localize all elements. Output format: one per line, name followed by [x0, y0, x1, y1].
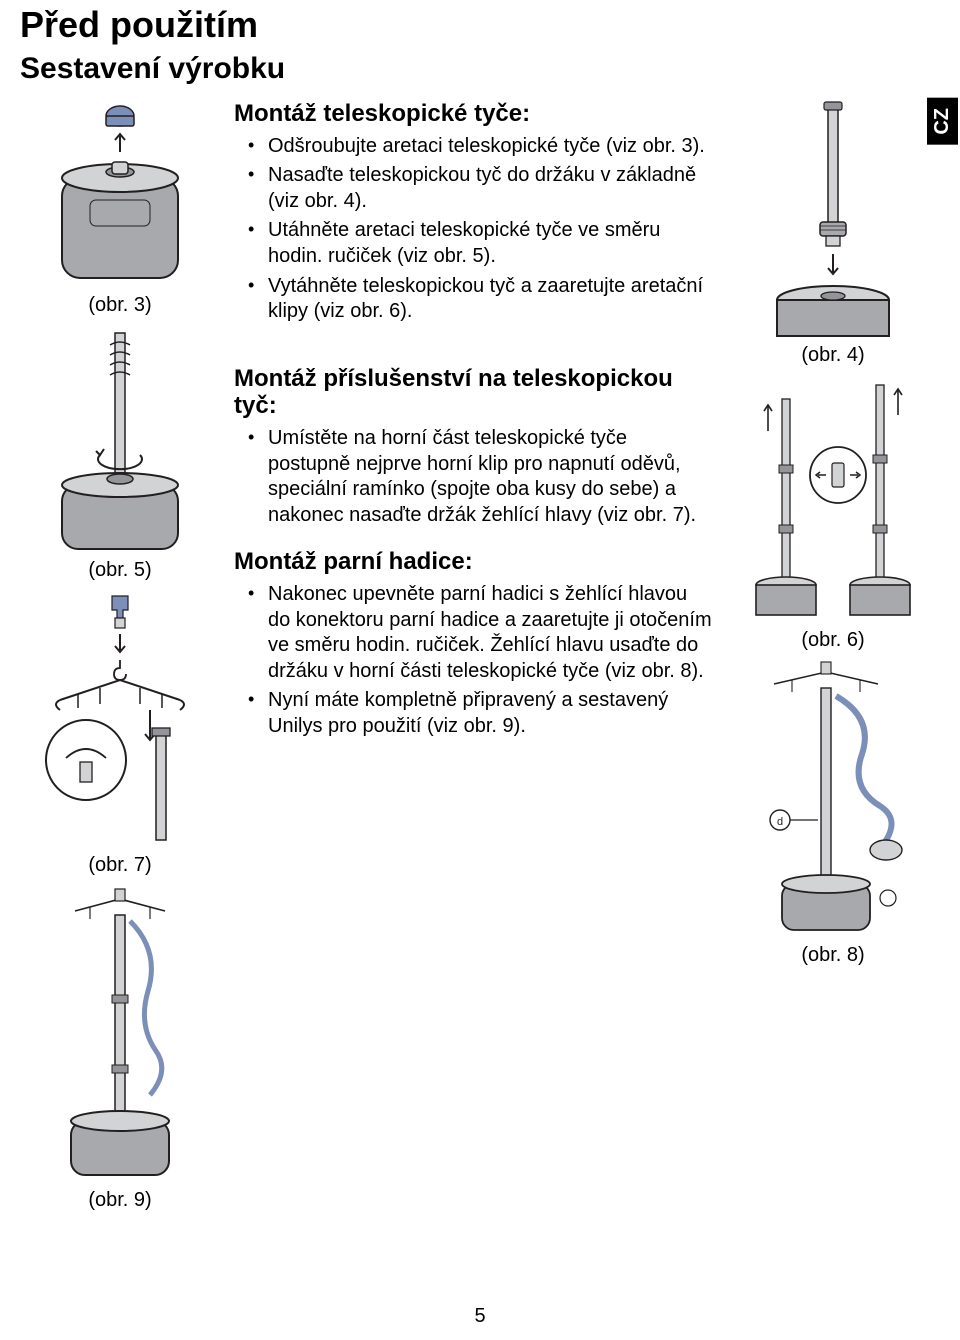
page-number: 5 [474, 1305, 485, 1328]
section-3-steps: Nakonec upevněte parní hadici s žehlící … [234, 582, 714, 740]
svg-text:d: d [777, 816, 783, 828]
figure-7: (obr. 7) [35, 590, 205, 877]
caption-5: (obr. 5) [88, 559, 151, 582]
section-3-head: Montáž parní hadice: [234, 548, 714, 576]
caption-6: (obr. 6) [801, 629, 864, 652]
caption-4: (obr. 4) [801, 344, 864, 367]
section-2-steps: Umístěte na horní část teleskopické tyče… [234, 426, 714, 528]
caption-9: (obr. 9) [88, 1189, 151, 1212]
list-item: Umístěte na horní část teleskopické tyče… [234, 426, 714, 528]
list-item: Vytáhněte teleskopickou tyč a zaaretujte… [234, 274, 714, 325]
figure-9: (obr. 9) [35, 885, 205, 1212]
content-grid: (obr. 3) (obr. 5) [20, 100, 940, 1220]
left-figure-column: (obr. 3) (obr. 5) [20, 100, 220, 1220]
figure-6: (obr. 6) [748, 375, 918, 652]
figure-3: (obr. 3) [35, 100, 205, 317]
section-1-steps: Odšroubujte aretaci teleskopické tyče (v… [234, 134, 714, 325]
figure-4: (obr. 4) [748, 100, 918, 367]
right-figure-column: CZ (obr. 4) [728, 100, 938, 1220]
section-1-head: Montáž teleskopické tyče: [234, 100, 714, 128]
page-title: Před použitím [20, 4, 940, 46]
language-tab: CZ [927, 98, 958, 145]
list-item: Nyní máte kompletně připravený a sestave… [234, 688, 714, 739]
list-item: Odšroubujte aretaci teleskopické tyče (v… [234, 134, 714, 160]
text-column: Montáž teleskopické tyče: Odšroubujte ar… [234, 100, 714, 1220]
figure-5: (obr. 5) [35, 325, 205, 582]
caption-8: (obr. 8) [801, 944, 864, 967]
list-item: Nakonec upevněte parní hadici s žehlící … [234, 582, 714, 684]
list-item: Utáhněte aretaci teleskopické tyče ve sm… [234, 218, 714, 269]
list-item: Nasaďte teleskopickou tyč do držáku v zá… [234, 163, 714, 214]
figure-8: d (obr. 8) [748, 660, 918, 967]
caption-3: (obr. 3) [88, 294, 151, 317]
section-2-head: Montáž příslušenství na teleskopickou ty… [234, 365, 714, 420]
page-subtitle: Sestavení výrobku [20, 52, 940, 86]
caption-7: (obr. 7) [88, 854, 151, 877]
